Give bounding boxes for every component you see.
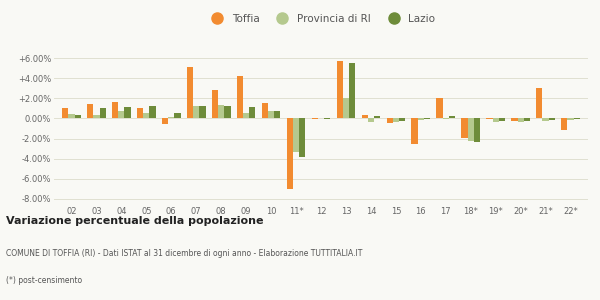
Bar: [112, 102, 118, 119]
Bar: [218, 105, 224, 119]
Bar: [293, 118, 299, 152]
Bar: [561, 118, 568, 130]
Bar: [393, 118, 399, 122]
Bar: [212, 90, 218, 118]
Legend: Toffia, Provincia di RI, Lazio: Toffia, Provincia di RI, Lazio: [203, 10, 439, 28]
Bar: [187, 67, 193, 118]
Bar: [193, 106, 199, 119]
Text: (*) post-censimento: (*) post-censimento: [6, 276, 82, 285]
Bar: [374, 116, 380, 119]
Bar: [337, 61, 343, 118]
Bar: [137, 108, 143, 118]
Bar: [175, 113, 181, 119]
Bar: [467, 118, 474, 141]
Bar: [87, 104, 94, 118]
Bar: [243, 113, 249, 119]
Bar: [461, 118, 467, 138]
Bar: [536, 88, 542, 118]
Bar: [199, 106, 206, 119]
Bar: [399, 118, 405, 122]
Bar: [262, 103, 268, 118]
Bar: [542, 118, 548, 122]
Bar: [424, 118, 430, 119]
Bar: [124, 107, 131, 118]
Bar: [568, 118, 574, 121]
Bar: [287, 118, 293, 189]
Bar: [362, 116, 368, 118]
Bar: [443, 118, 449, 119]
Bar: [149, 106, 155, 119]
Bar: [518, 118, 524, 122]
Bar: [299, 118, 305, 157]
Bar: [224, 106, 230, 119]
Bar: [493, 118, 499, 122]
Bar: [412, 118, 418, 144]
Bar: [436, 98, 443, 118]
Bar: [324, 118, 331, 119]
Bar: [237, 76, 243, 118]
Bar: [499, 118, 505, 122]
Bar: [548, 118, 555, 121]
Bar: [74, 116, 81, 118]
Bar: [349, 63, 355, 118]
Bar: [386, 118, 393, 124]
Bar: [100, 108, 106, 118]
Bar: [268, 111, 274, 118]
Bar: [511, 118, 518, 122]
Bar: [418, 118, 424, 121]
Bar: [368, 118, 374, 122]
Bar: [487, 118, 493, 119]
Bar: [449, 116, 455, 119]
Bar: [94, 116, 100, 118]
Bar: [274, 111, 280, 118]
Bar: [249, 107, 256, 118]
Text: COMUNE DI TOFFIA (RI) - Dati ISTAT al 31 dicembre di ogni anno - Elaborazione TU: COMUNE DI TOFFIA (RI) - Dati ISTAT al 31…: [6, 249, 362, 258]
Text: Variazione percentuale della popolazione: Variazione percentuale della popolazione: [6, 216, 263, 226]
Bar: [524, 118, 530, 122]
Bar: [311, 118, 318, 119]
Bar: [118, 111, 124, 118]
Bar: [62, 108, 68, 118]
Bar: [474, 118, 480, 142]
Bar: [143, 113, 149, 119]
Bar: [162, 118, 168, 124]
Bar: [168, 117, 175, 119]
Bar: [343, 98, 349, 118]
Bar: [68, 114, 74, 118]
Bar: [574, 118, 580, 119]
